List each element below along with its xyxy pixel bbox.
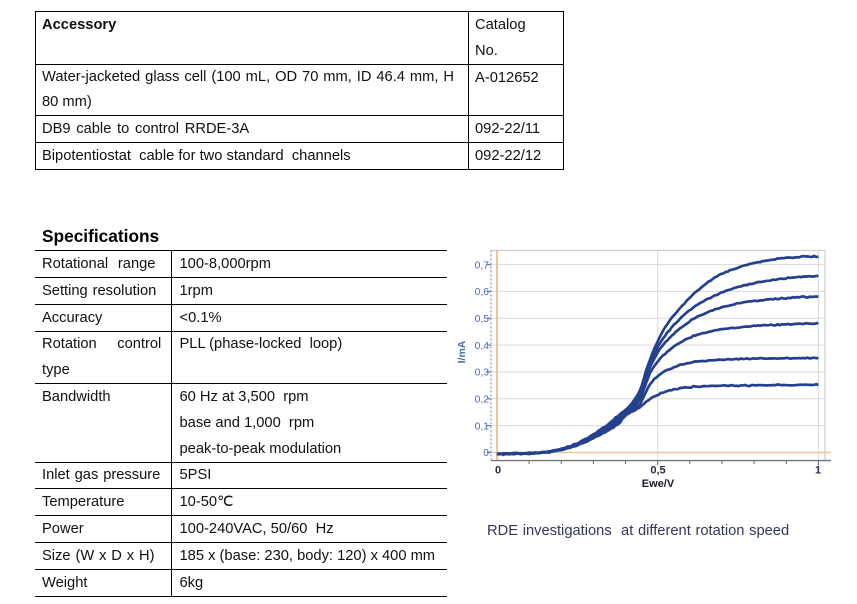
svg-text:0: 0: [483, 448, 489, 459]
svg-text:0: 0: [495, 465, 501, 477]
svg-text:I/mA: I/mA: [456, 340, 468, 363]
svg-text:0,1: 0,1: [475, 421, 490, 432]
svg-text:0,7: 0,7: [475, 260, 490, 271]
svg-text:Ewe/V: Ewe/V: [642, 478, 675, 490]
svg-text:1: 1: [815, 465, 821, 477]
svg-text:0,4: 0,4: [475, 341, 490, 352]
svg-text:0,3: 0,3: [475, 368, 490, 379]
svg-text:0,5: 0,5: [650, 465, 665, 477]
svg-text:0,6: 0,6: [475, 287, 490, 298]
svg-text:0,2: 0,2: [475, 395, 490, 406]
svg-text:0,5: 0,5: [475, 314, 490, 325]
